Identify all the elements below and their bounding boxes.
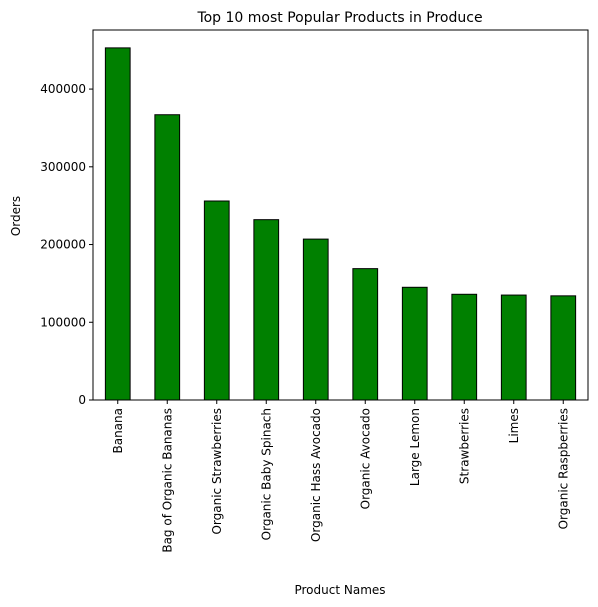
x-tick-label: Bag of Organic Bananas xyxy=(160,408,174,553)
bar xyxy=(550,295,577,401)
bar xyxy=(203,200,230,401)
bar xyxy=(451,293,478,401)
bar xyxy=(401,286,428,401)
y-tick-label: 400000 xyxy=(40,82,86,96)
plot-frame xyxy=(92,29,589,401)
y-tick-label: 300000 xyxy=(40,160,86,174)
x-tick-label: Organic Strawberries xyxy=(210,408,224,535)
y-tick-label: 0 xyxy=(78,393,86,407)
x-tick-label: Organic Hass Avocado xyxy=(309,408,323,542)
x-tick-label: Strawberries xyxy=(457,408,471,484)
x-axis: Banana Bag of Organic Bananas Organic Stra… xyxy=(111,400,570,553)
bars-group xyxy=(104,47,577,401)
y-tick-label: 200000 xyxy=(40,238,86,252)
x-tick-label: Banana xyxy=(111,408,125,454)
bar xyxy=(154,114,181,401)
x-tick-label: Organic Avocado xyxy=(358,408,372,509)
x-axis-label: Product Names xyxy=(294,583,385,597)
y-axis: 0 100000 200000 300000 400000 xyxy=(40,82,93,407)
bar xyxy=(352,268,379,401)
x-tick-label: Organic Baby Spinach xyxy=(259,408,273,540)
x-tick-label: Large Lemon xyxy=(408,408,422,486)
bar xyxy=(500,294,527,401)
x-tick-label: Organic Raspberries xyxy=(556,408,570,529)
bar xyxy=(104,47,131,401)
x-tick-label: Limes xyxy=(507,408,521,443)
y-axis-label: Orders xyxy=(9,196,23,236)
y-tick-label: 100000 xyxy=(40,315,86,329)
bar xyxy=(302,238,329,401)
chart-title: Top 10 most Popular Products in Produce xyxy=(196,10,482,26)
bar xyxy=(253,219,280,401)
